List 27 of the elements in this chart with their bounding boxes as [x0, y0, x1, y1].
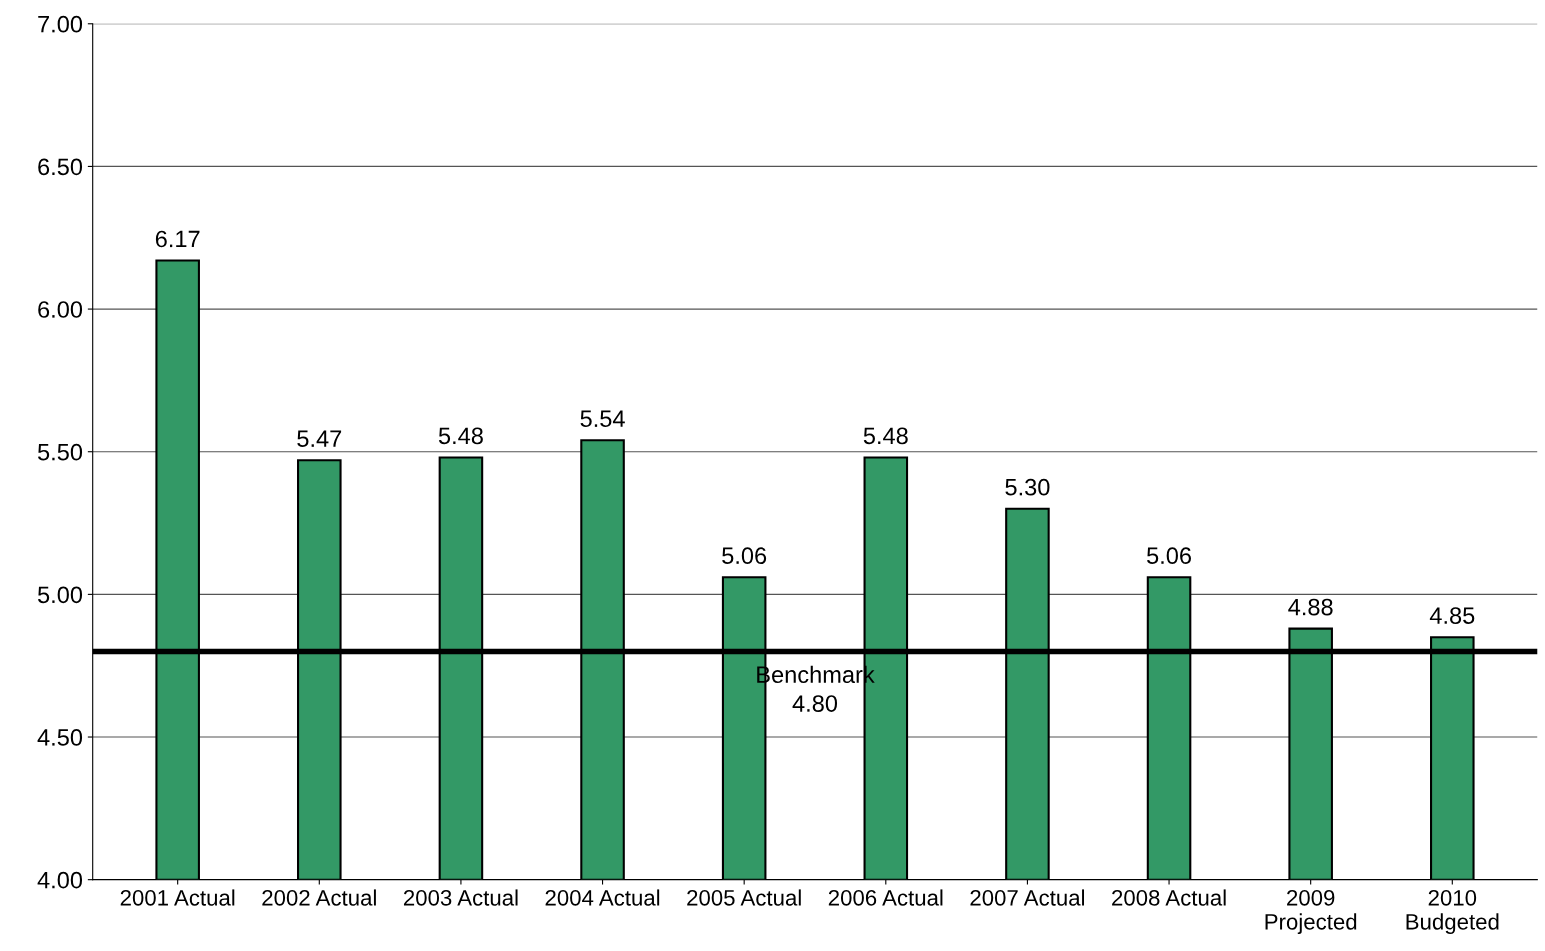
x-tick-label: 2001 Actual	[120, 889, 235, 906]
y-tick-label: 6.50	[38, 158, 83, 176]
data-label: 5.47	[297, 430, 342, 448]
x-tick-label: 2002 Actual	[262, 889, 376, 906]
x-tick-label: 2008 Actual	[1112, 889, 1226, 906]
data-label: 5.54	[580, 410, 625, 428]
x-tick-label: 2004 Actual	[545, 889, 660, 906]
data-label: 5.48	[438, 427, 483, 445]
data-label: 4.88	[1288, 598, 1333, 616]
y-tick-label: 5.50	[37, 443, 83, 461]
data-label: 5.48	[863, 427, 908, 445]
x-tick-label: 2009 Projected	[1265, 889, 1357, 935]
y-tick-label: 4.50	[37, 729, 83, 746]
x-tick-label: 2007 Actual	[970, 889, 1085, 906]
x-tick-label: 2006 Actual	[828, 889, 943, 906]
y-tick-label: 6.00	[38, 301, 83, 318]
data-label: 5.06	[1147, 547, 1191, 565]
y-tick-label: 7.00	[38, 15, 83, 33]
y-tick-label: 5.00	[37, 586, 83, 604]
data-label: 4.85	[1429, 607, 1475, 624]
data-label: 6.17	[155, 230, 200, 248]
y-tick-label: 4.00	[37, 871, 83, 889]
data-label: 5.30	[1005, 478, 1050, 496]
x-tick-label: 2005 Actual	[687, 889, 801, 906]
data-label: 5.06	[722, 547, 767, 565]
x-tick-label: 2003 Actual	[403, 889, 518, 906]
x-tick-label: 2010 Budgeted	[1406, 889, 1499, 935]
